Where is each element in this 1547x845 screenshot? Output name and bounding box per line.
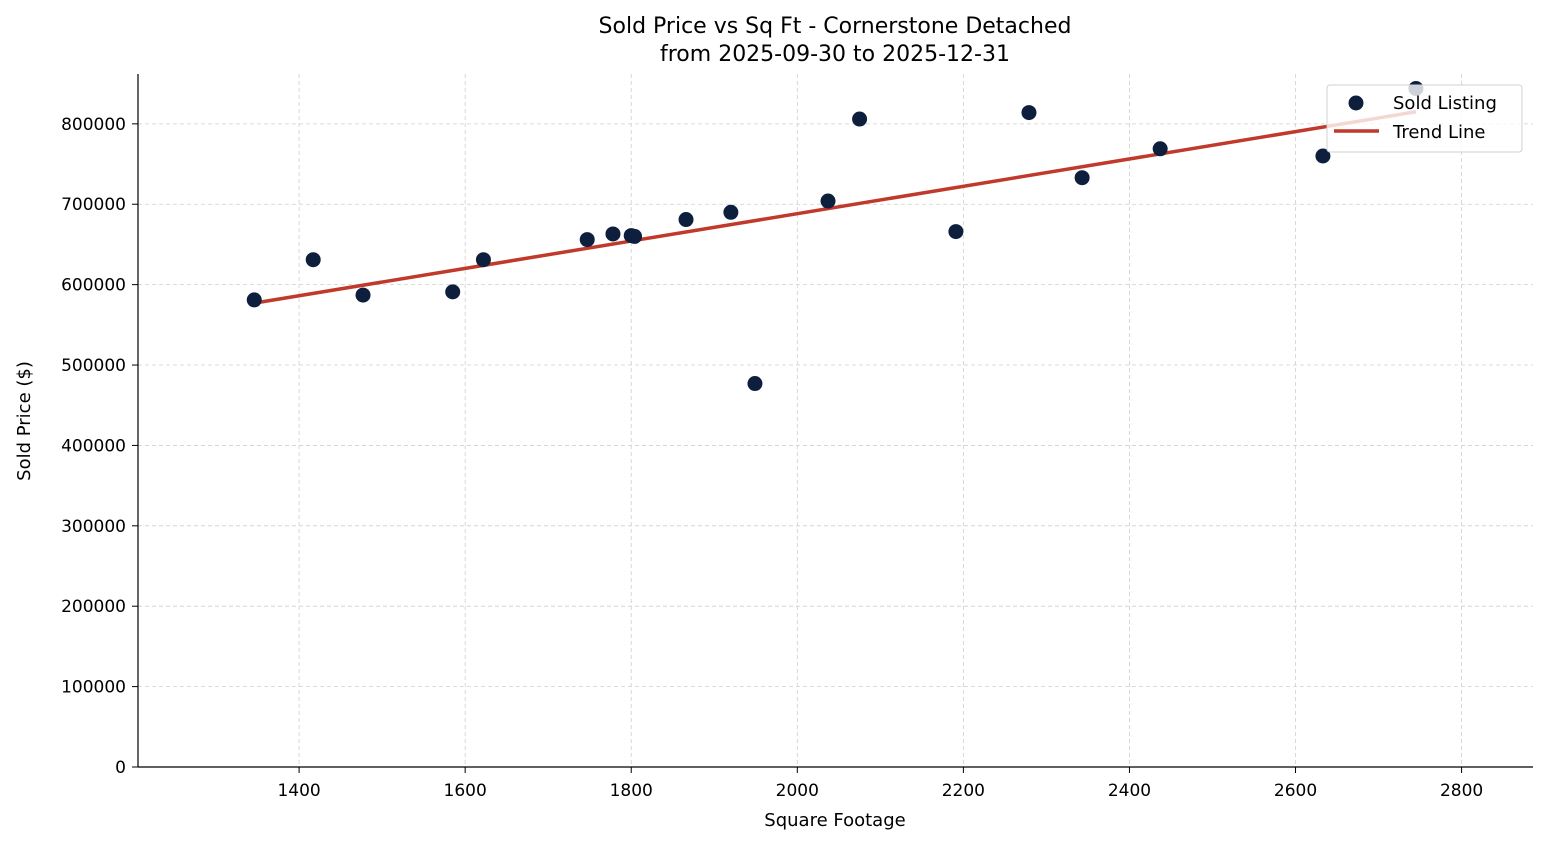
legend-label-trend-line: Trend Line bbox=[1392, 122, 1486, 143]
legend-marker-sold-listing bbox=[1348, 95, 1364, 111]
x-tick-label: 2600 bbox=[1274, 781, 1317, 801]
legend-box bbox=[1326, 84, 1523, 153]
y-tick-label: 700000 bbox=[61, 195, 126, 215]
data-point bbox=[475, 252, 491, 268]
data-point bbox=[605, 226, 621, 242]
data-point bbox=[678, 212, 694, 228]
trend-line-group bbox=[253, 110, 1417, 305]
x-tick-label: 1600 bbox=[444, 781, 487, 801]
data-point bbox=[1074, 170, 1090, 186]
x-tick-label: 1800 bbox=[610, 781, 653, 801]
data-point bbox=[627, 228, 643, 244]
data-point bbox=[246, 292, 262, 308]
data-point bbox=[747, 376, 763, 392]
y-tick-label: 200000 bbox=[61, 597, 126, 617]
y-tick-label: 500000 bbox=[61, 356, 126, 376]
data-point bbox=[852, 111, 868, 127]
legend-label-sold-listing: Sold Listing bbox=[1393, 93, 1497, 114]
x-tick-label: 2400 bbox=[1108, 781, 1151, 801]
legend: Sold Listing Trend Line bbox=[1326, 84, 1523, 153]
data-point bbox=[445, 284, 461, 300]
chart-subtitle: from 2025-09-30 to 2025-12-31 bbox=[660, 42, 1010, 67]
data-point bbox=[1152, 141, 1168, 157]
data-point bbox=[1021, 105, 1037, 121]
x-axis-label: Square Footage bbox=[764, 810, 905, 831]
data-point bbox=[1315, 148, 1331, 164]
data-point bbox=[355, 287, 371, 303]
ticks: 1400 1600 1800 2000 2200 2400 2600 2800 0 100000 2… bbox=[61, 115, 1483, 801]
y-tick-label: 400000 bbox=[61, 436, 126, 456]
grid bbox=[138, 74, 1533, 768]
y-tick-label: 100000 bbox=[61, 678, 126, 698]
y-axis-label: Sold Price ($) bbox=[14, 361, 35, 481]
trend-line bbox=[253, 110, 1417, 305]
x-tick-label: 1400 bbox=[277, 781, 320, 801]
data-point bbox=[579, 232, 595, 248]
points-group bbox=[246, 80, 1424, 392]
y-tick-label: 800000 bbox=[61, 115, 126, 135]
x-tick-label: 2800 bbox=[1440, 781, 1483, 801]
chart-title: Sold Price vs Sq Ft - Cornerstone Detach… bbox=[599, 14, 1072, 39]
data-point bbox=[305, 252, 321, 268]
x-tick-label: 2000 bbox=[776, 781, 819, 801]
data-point bbox=[948, 224, 964, 240]
data-point bbox=[820, 193, 836, 209]
y-tick-label: 600000 bbox=[61, 276, 126, 296]
y-tick-label: 300000 bbox=[61, 517, 126, 537]
data-point bbox=[723, 204, 739, 220]
y-tick-label: 0 bbox=[115, 758, 126, 778]
x-tick-label: 2200 bbox=[942, 781, 985, 801]
